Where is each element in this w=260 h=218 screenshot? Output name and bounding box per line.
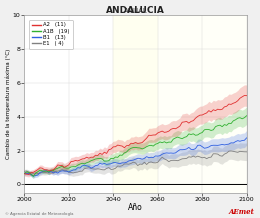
Text: © Agencia Estatal de Meteorología: © Agencia Estatal de Meteorología — [5, 212, 74, 216]
Title: ANDALUCIA: ANDALUCIA — [106, 5, 165, 15]
Y-axis label: Cambio de la temperatura máxima (°C): Cambio de la temperatura máxima (°C) — [5, 49, 11, 159]
Bar — [113, 15, 158, 193]
X-axis label: Año: Año — [128, 203, 143, 213]
Text: AEmet: AEmet — [229, 208, 255, 216]
Bar — [158, 15, 247, 193]
Legend: A2   (11), A1B   (19), B1   (13), E1   ( 4): A2 (11), A1B (19), B1 (13), E1 ( 4) — [29, 20, 73, 49]
Text: ANUAL: ANUAL — [124, 8, 147, 14]
